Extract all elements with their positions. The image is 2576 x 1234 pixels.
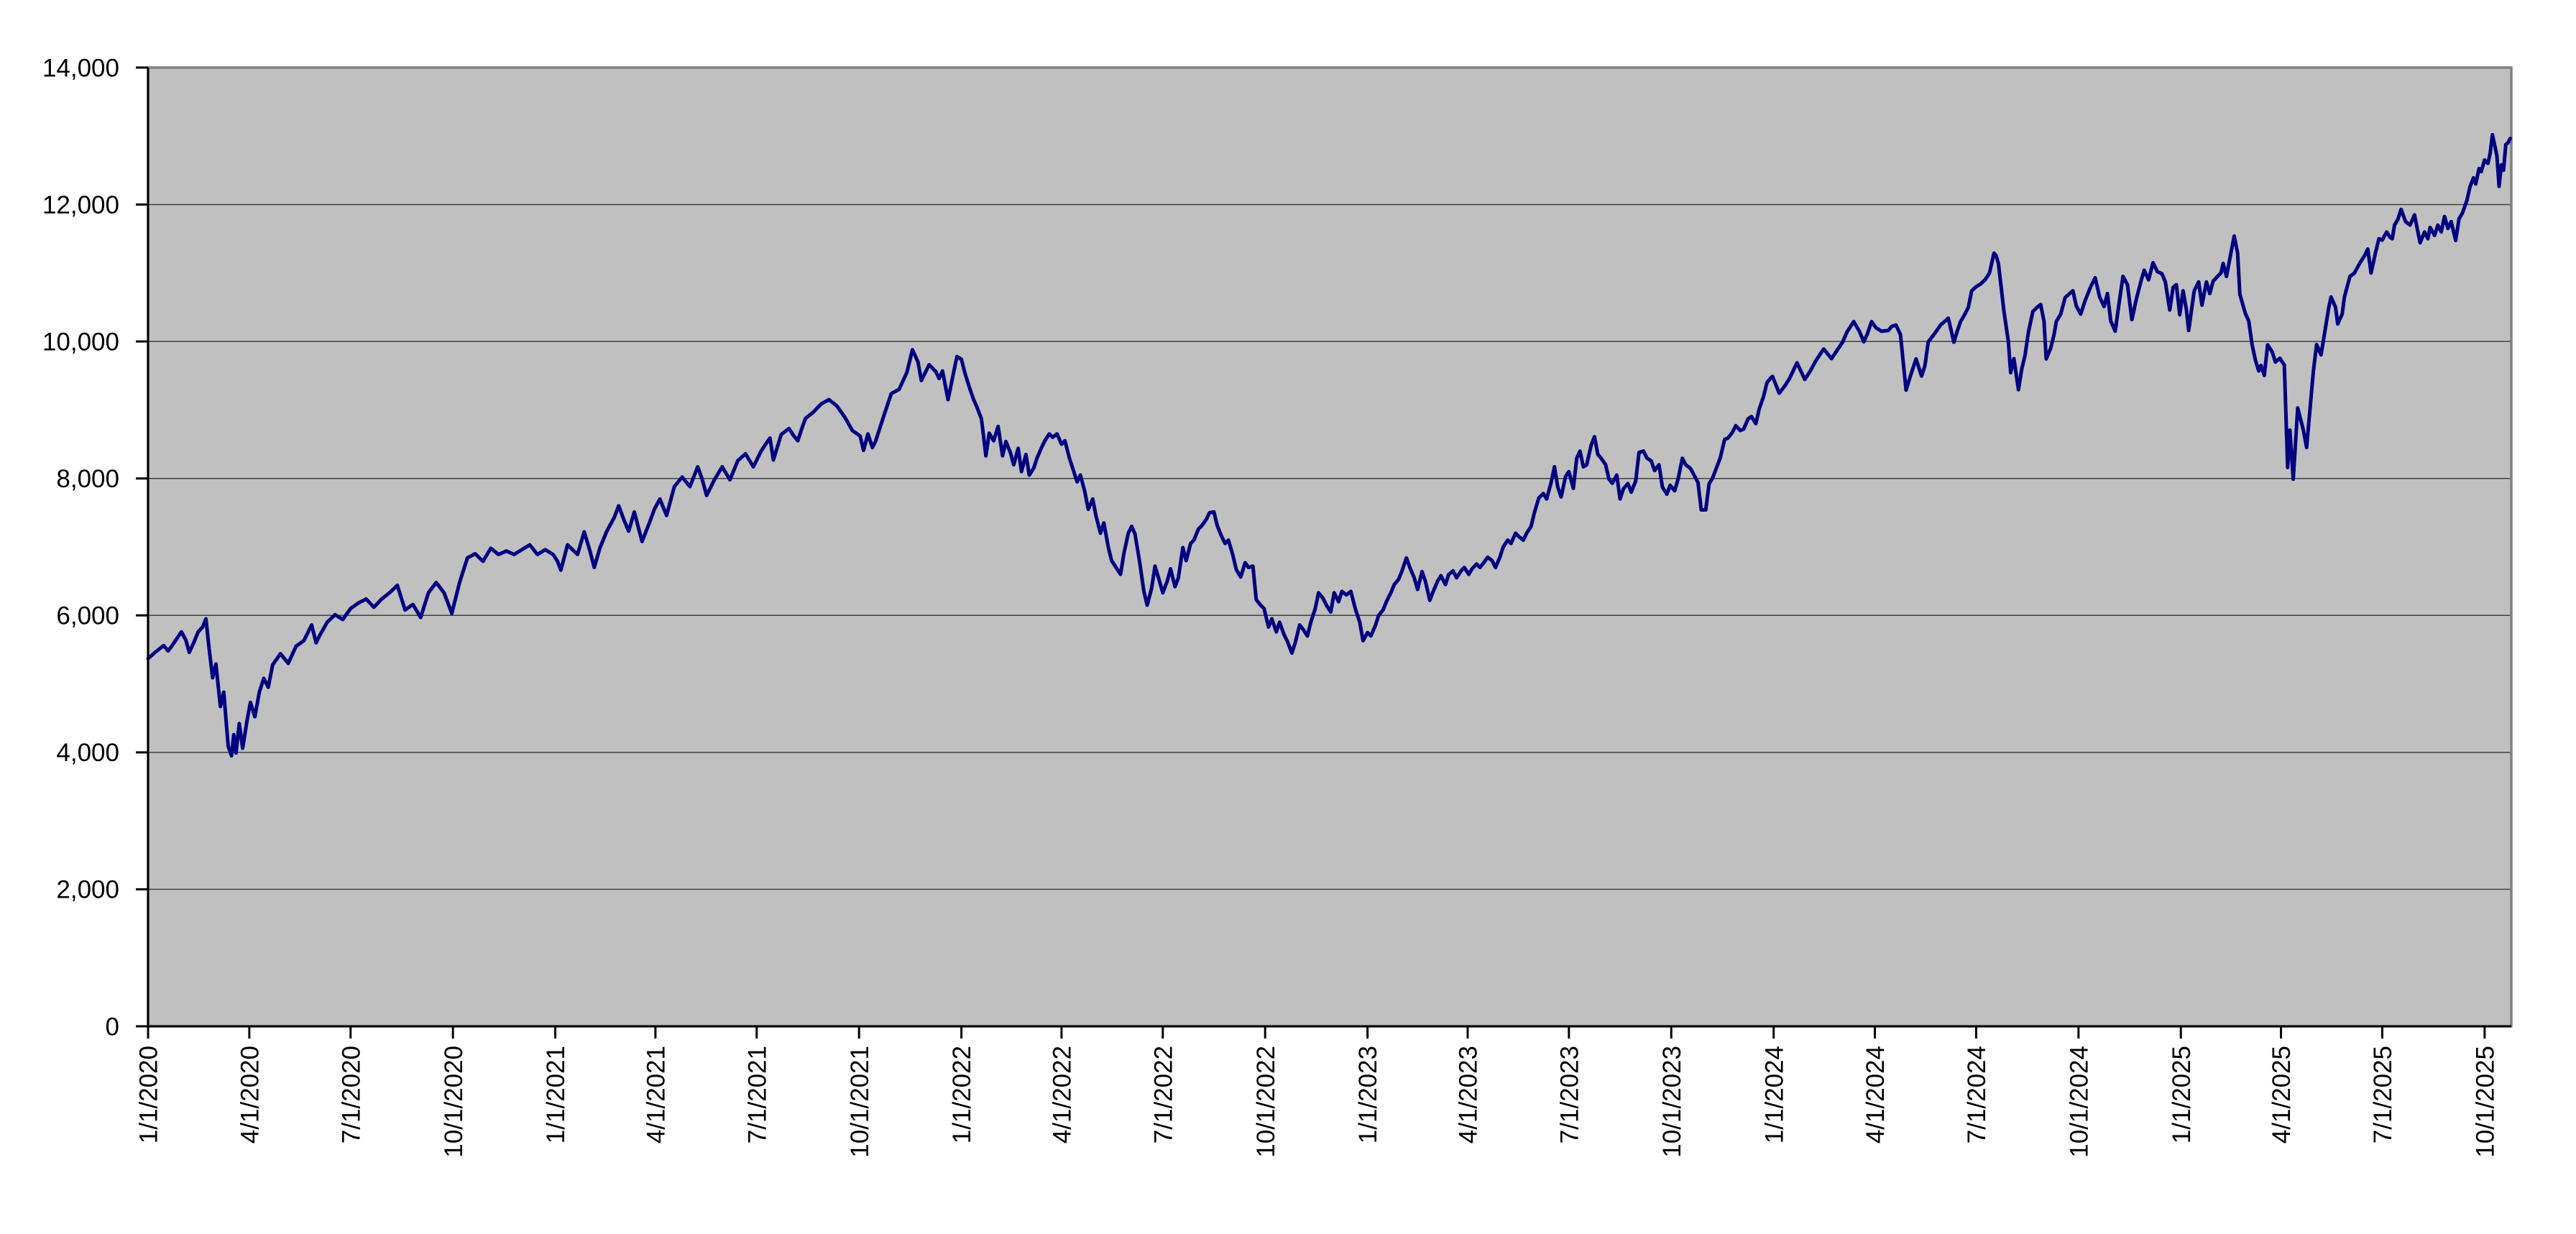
y-axis-label: 10,000 xyxy=(42,328,119,356)
x-axis-label: 1/1/2021 xyxy=(542,1046,570,1143)
x-axis-label: 7/1/2021 xyxy=(743,1046,771,1143)
x-axis-label: 4/1/2024 xyxy=(1862,1046,1890,1143)
x-axis-label: 7/1/2022 xyxy=(1149,1046,1177,1143)
x-axis-label: 4/1/2025 xyxy=(2268,1046,2296,1143)
x-axis-label: 1/1/2020 xyxy=(135,1046,163,1143)
y-axis-label: 12,000 xyxy=(42,191,119,219)
y-axis-label: 6,000 xyxy=(56,602,119,630)
x-axis-label: 4/1/2021 xyxy=(642,1046,670,1143)
x-axis-label: 7/1/2020 xyxy=(337,1046,365,1143)
x-axis-label: 4/1/2023 xyxy=(1455,1046,1483,1143)
x-axis-label: 10/1/2021 xyxy=(846,1046,874,1158)
x-axis-label: 4/1/2020 xyxy=(236,1046,264,1143)
x-axis-label: 7/1/2023 xyxy=(1555,1046,1583,1143)
x-axis-label: 1/1/2023 xyxy=(1354,1046,1382,1143)
series-line-daily-close xyxy=(146,132,2512,758)
x-axis-label: 7/1/2024 xyxy=(1963,1046,1991,1143)
x-axis-label: 10/1/2022 xyxy=(1252,1046,1280,1158)
x-axis-label: 10/1/2025 xyxy=(2471,1046,2499,1158)
y-axis-label: 8,000 xyxy=(56,465,119,493)
x-axis-label: 10/1/2020 xyxy=(440,1046,468,1158)
plot-area xyxy=(148,68,2511,1026)
x-axis-label: 10/1/2023 xyxy=(1658,1046,1686,1158)
x-axis-label: 7/1/2025 xyxy=(2369,1046,2397,1143)
y-axis-label: 4,000 xyxy=(56,739,119,767)
y-axis-label: 0 xyxy=(106,1013,119,1041)
y-axis-label: 2,000 xyxy=(56,876,119,904)
y-axis-label: 14,000 xyxy=(42,54,119,82)
x-axis-label: 1/1/2022 xyxy=(948,1046,976,1143)
x-axis-label: 4/1/2022 xyxy=(1049,1046,1077,1143)
x-axis-label: 10/1/2024 xyxy=(2065,1046,2093,1158)
x-axis-label: 1/1/2025 xyxy=(2168,1046,2196,1143)
x-axis-label: 1/1/2024 xyxy=(1760,1046,1788,1143)
